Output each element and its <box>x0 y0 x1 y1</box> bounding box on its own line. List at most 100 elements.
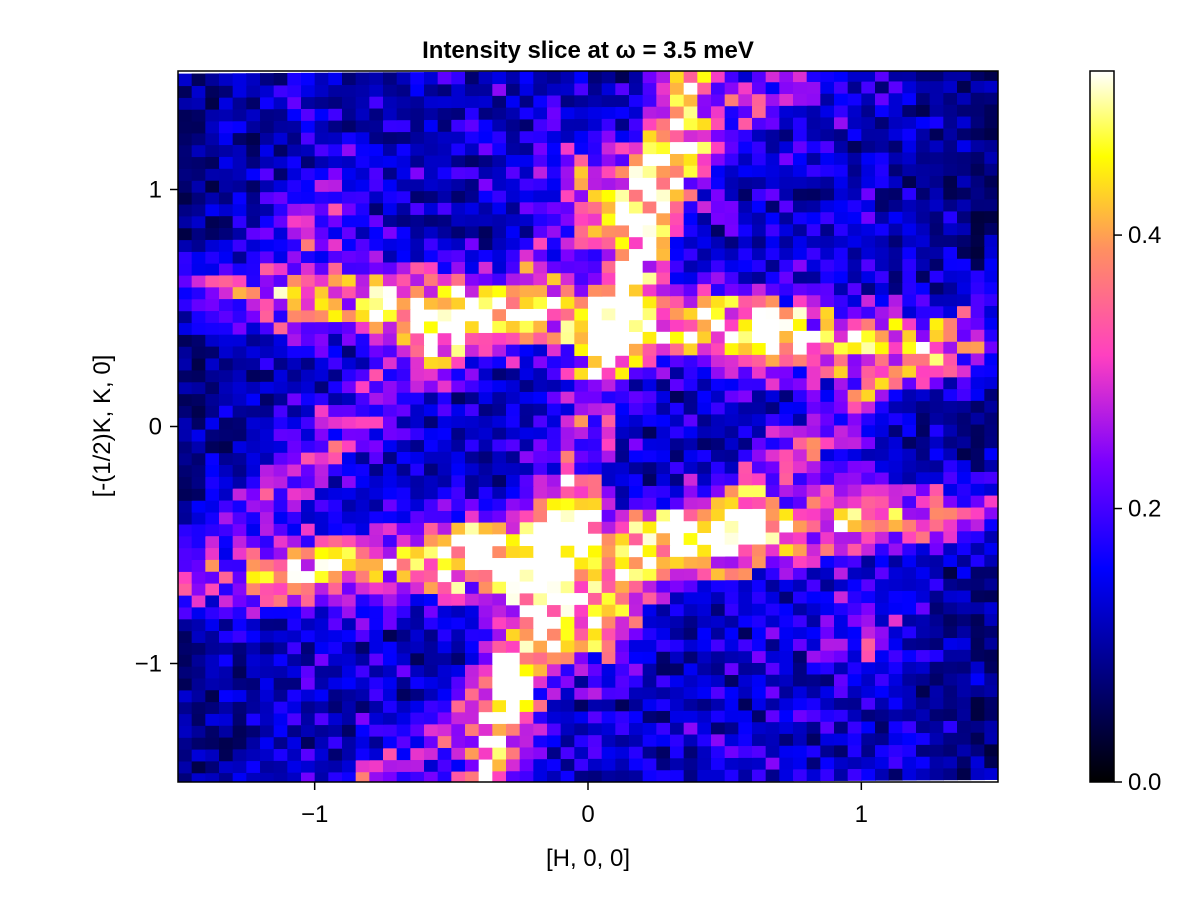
heatmap-cell <box>642 686 657 700</box>
heatmap-cell <box>273 416 288 430</box>
heatmap-cell <box>670 153 685 166</box>
heatmap-cell <box>984 720 998 733</box>
heatmap-cell <box>465 154 480 168</box>
heatmap-cell <box>943 542 958 556</box>
heatmap-cell <box>929 756 944 769</box>
heatmap-cell <box>902 732 917 745</box>
heatmap-cell <box>342 499 357 512</box>
heatmap-cell <box>847 377 862 390</box>
heatmap-cell <box>629 272 644 285</box>
heatmap-cell <box>629 177 644 190</box>
heatmap-cell <box>506 130 521 144</box>
heatmap-cell <box>943 720 958 733</box>
heatmap-cell <box>547 699 562 712</box>
heatmap-cell <box>328 416 343 429</box>
heatmap-cell <box>970 364 985 378</box>
heatmap-cell <box>451 178 466 191</box>
heatmap-cell <box>711 698 726 711</box>
heatmap-cell <box>793 413 808 426</box>
heatmap-cell <box>574 236 589 250</box>
heatmap-cell <box>355 250 370 263</box>
heatmap-cell <box>697 721 712 735</box>
heatmap-cell <box>601 746 616 759</box>
heatmap-cell <box>424 356 439 369</box>
heatmap-cell <box>424 486 439 500</box>
heatmap-cell <box>465 178 480 191</box>
heatmap-cell <box>615 604 630 617</box>
heatmap-cell <box>957 234 972 247</box>
heatmap-cell <box>465 202 480 215</box>
heatmap-cell <box>957 435 972 449</box>
heatmap-cell <box>916 305 931 319</box>
heatmap-cell <box>984 423 998 437</box>
heatmap-cell <box>355 167 370 180</box>
heatmap-cell <box>287 712 302 726</box>
heatmap-cell <box>916 542 931 556</box>
heatmap-cell <box>806 81 821 94</box>
heatmap-cell <box>683 390 698 403</box>
heatmap-cell <box>492 652 507 665</box>
heatmap-cell <box>656 260 671 273</box>
heatmap-cell <box>478 95 493 108</box>
heatmap-cell <box>615 461 630 475</box>
heatmap-cell <box>519 332 534 345</box>
heatmap-cell <box>656 354 671 368</box>
heatmap-cell <box>847 626 862 639</box>
heatmap-cell <box>642 319 657 332</box>
heatmap-cell <box>847 436 862 450</box>
heatmap-cell <box>328 629 343 643</box>
heatmap-cell <box>396 641 411 654</box>
heatmap-cell <box>629 568 644 581</box>
heatmap-cell <box>314 286 329 299</box>
heatmap-cell <box>970 423 985 437</box>
heatmap-cell <box>916 80 931 94</box>
heatmap-cell <box>465 581 480 594</box>
y-tick-label: 0 <box>149 414 162 441</box>
heatmap-cell <box>943 518 958 532</box>
heatmap-cell <box>847 649 862 663</box>
heatmap-cell <box>670 757 685 771</box>
heatmap-cell <box>506 261 521 274</box>
heatmap-cell <box>615 355 630 368</box>
heatmap-cell <box>314 771 329 782</box>
heatmap-cell <box>984 637 998 650</box>
heatmap-cell <box>451 249 466 263</box>
heatmap-cell <box>902 756 917 769</box>
heatmap-cell <box>779 520 794 533</box>
heatmap-cell <box>478 486 493 499</box>
heatmap-cell <box>820 270 835 284</box>
heatmap-cell <box>492 130 507 144</box>
heatmap-cell <box>478 403 493 416</box>
heatmap-cell <box>424 391 439 405</box>
heatmap-cell <box>875 365 890 378</box>
heatmap-cell <box>738 318 753 332</box>
heatmap-cell <box>943 104 958 117</box>
heatmap-cell <box>478 178 493 191</box>
heatmap-cell <box>273 464 288 477</box>
heatmap-cell <box>711 579 726 593</box>
heatmap-cell <box>779 437 794 450</box>
heatmap-cell <box>970 71 985 81</box>
y-tick-label: −1 <box>135 651 162 678</box>
heatmap-cell <box>765 93 780 106</box>
heatmap-cell <box>547 308 562 321</box>
heatmap-cell <box>246 523 261 536</box>
heatmap-cell <box>875 543 890 556</box>
heatmap-cell <box>806 116 821 130</box>
heatmap-cell <box>888 578 903 591</box>
heatmap-cell <box>465 759 480 772</box>
heatmap-cell <box>314 641 329 654</box>
heatmap-cell <box>396 700 411 713</box>
heatmap-cell <box>970 435 985 449</box>
heatmap-cell <box>943 459 958 473</box>
heatmap-cell <box>793 93 808 106</box>
heatmap-cell <box>533 201 548 215</box>
heatmap-cell <box>670 769 685 782</box>
heatmap-cell <box>533 758 548 772</box>
heatmap-cell <box>656 331 671 344</box>
heatmap-cell <box>875 685 890 698</box>
heatmap-cell <box>957 270 972 283</box>
heatmap-cell <box>560 604 575 617</box>
heatmap-cell <box>683 378 698 391</box>
heatmap-cell <box>574 319 589 333</box>
